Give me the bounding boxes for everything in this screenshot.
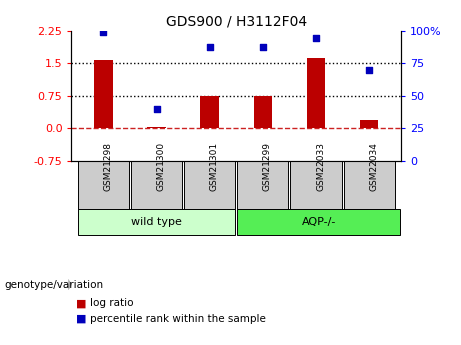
Bar [254,96,272,128]
Text: GSM21298: GSM21298 [103,142,112,191]
Bar [360,120,378,128]
Bar [184,160,235,209]
Bar [94,60,112,128]
Bar [147,127,166,128]
Point [100,30,107,35]
Point [206,44,213,49]
Bar [78,160,129,209]
Bar [201,96,219,128]
Bar [237,160,289,209]
Text: AQP-/-: AQP-/- [301,217,336,227]
Text: GSM21299: GSM21299 [263,142,272,191]
Bar [307,58,325,128]
Bar [237,209,400,235]
Text: percentile rank within the sample: percentile rank within the sample [90,314,266,324]
Polygon shape [68,279,72,290]
Point [366,67,373,73]
Title: GDS900 / H3112F04: GDS900 / H3112F04 [165,14,307,29]
Text: wild type: wild type [131,217,182,227]
Text: genotype/variation: genotype/variation [5,280,104,289]
Bar [78,209,235,235]
Bar [290,160,342,209]
Text: GSM21300: GSM21300 [157,142,165,191]
Bar [343,160,395,209]
Text: ■: ■ [76,298,87,308]
Text: GSM22034: GSM22034 [369,142,378,191]
Text: ■: ■ [76,314,87,324]
Text: GSM21301: GSM21301 [210,142,219,191]
Text: log ratio: log ratio [90,298,133,308]
Point [153,106,160,111]
Text: GSM22033: GSM22033 [316,142,325,191]
Point [312,35,319,40]
Bar [131,160,182,209]
Point [259,44,266,49]
